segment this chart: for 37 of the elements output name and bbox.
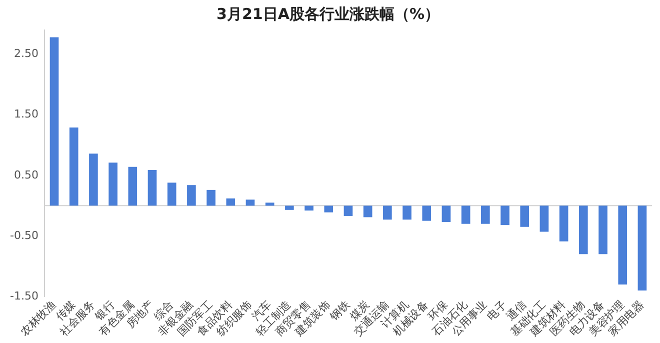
bar (89, 154, 98, 206)
bar (187, 185, 196, 206)
bar (167, 182, 176, 206)
bar (559, 206, 568, 242)
bar (285, 206, 294, 210)
bar (265, 202, 274, 206)
bar (246, 200, 255, 206)
y-tick-label: 1.50 (14, 108, 38, 121)
bar (206, 190, 216, 206)
bar (344, 206, 353, 216)
bar (500, 206, 510, 226)
bar (422, 206, 432, 221)
bar (520, 206, 530, 227)
bar (50, 37, 59, 206)
bar (383, 206, 392, 220)
y-tick-label: 2.50 (14, 47, 38, 60)
y-tick-label: -0.50 (10, 228, 38, 242)
y-tick-label: -1.50 (10, 289, 38, 302)
bar (363, 206, 372, 218)
bar (108, 162, 118, 206)
y-tick-label: 0.50 (14, 168, 38, 182)
bar (69, 128, 78, 206)
bar (618, 206, 628, 284)
bar (481, 206, 490, 224)
bar (461, 206, 470, 224)
bar (148, 170, 157, 206)
bar (128, 166, 138, 206)
bar (324, 206, 334, 212)
bar (598, 206, 608, 254)
bar (402, 206, 412, 220)
bar (540, 206, 549, 232)
bar (638, 206, 647, 290)
bar (226, 198, 236, 206)
bar (442, 206, 451, 222)
bar (304, 206, 314, 211)
chart-title: 3月21日A股各行业涨跌幅（%） (216, 4, 440, 23)
bar (578, 206, 588, 254)
